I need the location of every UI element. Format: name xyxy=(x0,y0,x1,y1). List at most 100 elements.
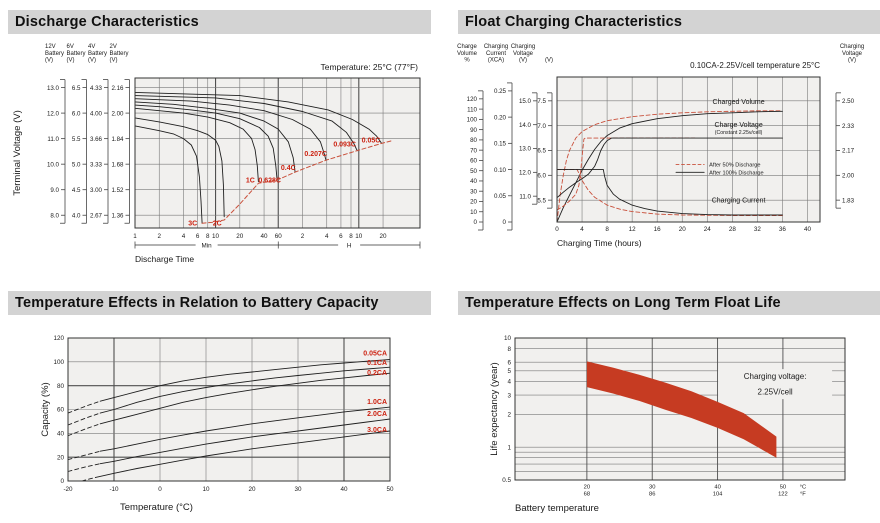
svg-text:0.05C: 0.05C xyxy=(362,138,381,145)
svg-text:Temperature: 25°C (77°F): Temperature: 25°C (77°F) xyxy=(320,62,418,72)
svg-text:8.0: 8.0 xyxy=(50,212,59,219)
svg-text:0.2CA: 0.2CA xyxy=(367,370,387,377)
svg-text:11.0: 11.0 xyxy=(519,193,531,200)
svg-text:5.0: 5.0 xyxy=(72,161,81,168)
svg-text:60: 60 xyxy=(57,407,65,414)
svg-text:0: 0 xyxy=(158,486,162,493)
svg-text:20: 20 xyxy=(380,233,388,240)
svg-text:0.10CA-2.25V/cell temperature: 0.10CA-2.25V/cell temperature 25°C xyxy=(690,61,820,70)
svg-text:12.0: 12.0 xyxy=(47,110,60,117)
svg-text:36: 36 xyxy=(779,226,787,233)
svg-text:86: 86 xyxy=(649,492,655,498)
svg-text:20: 20 xyxy=(236,233,244,240)
svg-text:1.68: 1.68 xyxy=(111,161,124,168)
svg-text:100: 100 xyxy=(467,117,478,124)
svg-text:Charging voltage:: Charging voltage: xyxy=(744,372,807,381)
svg-text:120: 120 xyxy=(53,335,64,342)
svg-text:6.0: 6.0 xyxy=(537,173,546,180)
svg-text:%: % xyxy=(464,58,470,64)
svg-text:5.5: 5.5 xyxy=(537,197,546,204)
svg-text:1.52: 1.52 xyxy=(111,187,124,194)
svg-text:60: 60 xyxy=(275,233,283,240)
svg-text:70: 70 xyxy=(470,147,477,154)
svg-text:8: 8 xyxy=(206,233,210,240)
svg-text:4.00: 4.00 xyxy=(90,110,103,117)
svg-text:2: 2 xyxy=(507,411,511,418)
svg-text:12: 12 xyxy=(629,226,637,233)
svg-text:Battery: Battery xyxy=(45,51,64,57)
svg-text:Current: Current xyxy=(486,51,506,57)
float-charging-characteristics-chart: 0 4 8 12 16 20 24 28 32 36 40 Charged Volume Charge … xyxy=(457,44,864,248)
svg-text:110: 110 xyxy=(467,106,477,113)
svg-text:°F: °F xyxy=(800,492,806,498)
svg-text:80: 80 xyxy=(57,383,65,390)
svg-text:4: 4 xyxy=(580,226,584,233)
svg-text:Voltage: Voltage xyxy=(842,51,863,57)
svg-text:2: 2 xyxy=(157,233,161,240)
svg-text:5: 5 xyxy=(507,368,511,375)
svg-text:50: 50 xyxy=(470,168,477,175)
svg-text:122: 122 xyxy=(778,492,788,498)
svg-text:3: 3 xyxy=(507,392,511,399)
svg-text:14.0: 14.0 xyxy=(519,122,532,129)
svg-text:2: 2 xyxy=(301,233,305,240)
svg-text:7.0: 7.0 xyxy=(537,123,546,130)
svg-text:4: 4 xyxy=(507,379,511,386)
svg-text:1C: 1C xyxy=(246,178,255,185)
svg-text:6.5: 6.5 xyxy=(72,85,81,92)
svg-text:0: 0 xyxy=(60,478,64,485)
section-header-discharge: Discharge Characteristics xyxy=(8,10,431,34)
svg-text:4: 4 xyxy=(182,233,186,240)
svg-text:0.1CA: 0.1CA xyxy=(367,360,387,367)
svg-text:Discharge Time: Discharge Time xyxy=(135,254,194,264)
svg-text:8: 8 xyxy=(349,233,353,240)
svg-text:10: 10 xyxy=(470,209,477,216)
svg-text:Life expectancy (year): Life expectancy (year) xyxy=(489,362,500,455)
svg-text:0: 0 xyxy=(474,219,478,226)
svg-text:40: 40 xyxy=(261,233,269,240)
svg-text:20: 20 xyxy=(679,226,687,233)
svg-text:Charging: Charging xyxy=(511,44,535,50)
svg-text:1: 1 xyxy=(133,233,137,240)
svg-text:2.67: 2.67 xyxy=(90,212,103,219)
svg-text:30: 30 xyxy=(294,486,302,493)
svg-text:(V): (V) xyxy=(545,58,553,64)
svg-text:8: 8 xyxy=(605,226,609,233)
svg-text:(V): (V) xyxy=(88,58,96,64)
svg-text:20: 20 xyxy=(57,454,65,461)
svg-text:40: 40 xyxy=(804,226,812,233)
svg-text:H: H xyxy=(347,243,352,250)
svg-text:10.0: 10.0 xyxy=(47,161,60,168)
svg-text:0.207C: 0.207C xyxy=(304,151,327,158)
svg-text:2.0CA: 2.0CA xyxy=(367,411,387,418)
svg-text:40: 40 xyxy=(57,431,65,438)
svg-text:1.83: 1.83 xyxy=(842,197,855,204)
svg-text:Battery: Battery xyxy=(67,51,86,57)
svg-text:-10: -10 xyxy=(109,486,119,493)
svg-text:1.36: 1.36 xyxy=(111,212,124,219)
svg-text:Voltage: Voltage xyxy=(513,51,534,57)
svg-text:80: 80 xyxy=(470,137,477,144)
svg-text:Charging Current: Charging Current xyxy=(712,198,766,205)
svg-text:2.00: 2.00 xyxy=(111,110,124,117)
svg-text:Temperature (°C): Temperature (°C) xyxy=(120,502,193,513)
svg-text:Battery: Battery xyxy=(88,51,107,57)
svg-text:120: 120 xyxy=(467,96,478,103)
svg-text:100: 100 xyxy=(53,359,64,366)
svg-text:16: 16 xyxy=(654,226,662,233)
section-header-temp-capacity: Temperature Effects in Relation to Batte… xyxy=(8,291,431,315)
svg-text:24: 24 xyxy=(704,226,712,233)
svg-text:10: 10 xyxy=(212,233,220,240)
svg-text:4.33: 4.33 xyxy=(90,85,103,92)
svg-text:Charging: Charging xyxy=(484,44,508,50)
svg-text:7.5: 7.5 xyxy=(537,98,546,105)
svg-text:(XCA): (XCA) xyxy=(488,58,504,64)
svg-text:4: 4 xyxy=(325,233,329,240)
temperature-capacity-chart: -20 -10 0 10 20 30 40 50 0 20 40 60 80 100 120 0.05CA 0.… xyxy=(40,335,394,513)
section-header-temp-float-life: Temperature Effects on Long Term Float L… xyxy=(458,291,880,315)
svg-text:0.628C: 0.628C xyxy=(258,178,281,185)
svg-text:3.0CA: 3.0CA xyxy=(367,427,387,434)
svg-text:0.05CA: 0.05CA xyxy=(363,350,387,357)
